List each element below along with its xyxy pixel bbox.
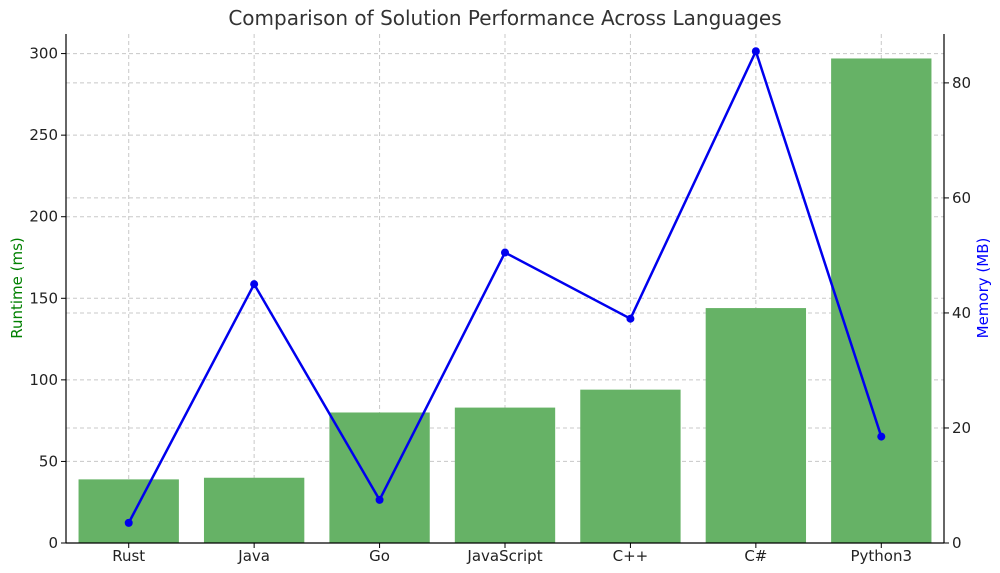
y-left-tick-label: 250 <box>29 126 58 144</box>
x-tick-label: C# <box>744 547 767 565</box>
y-axis-right-label: Memory (MB) <box>974 238 992 339</box>
memory-point-java <box>250 280 259 289</box>
y-right-tick-label: 40 <box>952 304 971 322</box>
y-right-tick-label: 0 <box>952 534 962 552</box>
y-left-tick-label: 200 <box>29 208 58 226</box>
y-axis-left-label: Runtime (ms) <box>8 237 26 339</box>
line-layer <box>124 47 886 527</box>
bar-c- <box>705 308 807 543</box>
bar-layer <box>78 58 932 543</box>
memory-point-rust <box>124 518 133 527</box>
y-right-tick-label: 80 <box>952 74 971 92</box>
y-right-tick-label: 60 <box>952 189 971 207</box>
x-tick-label: JavaScript <box>466 547 542 565</box>
y-left-tick-label: 300 <box>29 45 58 63</box>
bar-javascript <box>454 407 556 543</box>
x-tick-label: Java <box>237 547 270 565</box>
bar-c- <box>580 389 681 543</box>
y-left-tick-label: 100 <box>29 371 58 389</box>
memory-point-go <box>375 495 384 504</box>
memory-point-python3 <box>877 432 886 441</box>
bar-python3 <box>831 58 932 543</box>
x-tick-label: C++ <box>613 547 649 565</box>
y-left-tick-label: 50 <box>39 452 58 470</box>
bar-rust <box>78 479 179 543</box>
y-right-tick-label: 20 <box>952 419 971 437</box>
y-left-tick-label: 0 <box>48 534 58 552</box>
bar-java <box>203 477 305 543</box>
axis-layer: 0 50 100 150 200 250 300 0 20 40 60 80 Rust Java Go Jav… <box>29 34 971 565</box>
memory-point-c- <box>626 314 635 323</box>
memory-point-javascript <box>501 248 509 257</box>
y-left-tick-label: 150 <box>29 289 58 307</box>
memory-point-c- <box>751 47 760 56</box>
x-tick-label: Rust <box>112 547 145 565</box>
x-tick-label: Python3 <box>851 547 913 565</box>
x-tick-label: Go <box>369 547 390 565</box>
chart-title: Comparison of Solution Performance Acros… <box>228 6 781 30</box>
